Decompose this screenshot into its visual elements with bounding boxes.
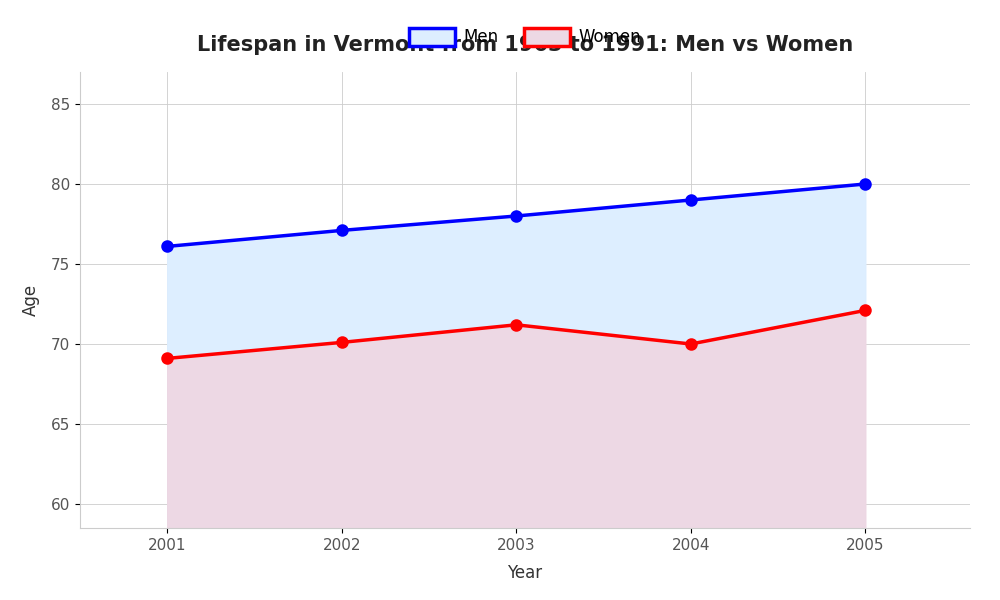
Y-axis label: Age: Age (22, 284, 40, 316)
X-axis label: Year: Year (507, 564, 543, 582)
Title: Lifespan in Vermont from 1963 to 1991: Men vs Women: Lifespan in Vermont from 1963 to 1991: M… (197, 35, 853, 55)
Legend: Men, Women: Men, Women (402, 21, 648, 53)
